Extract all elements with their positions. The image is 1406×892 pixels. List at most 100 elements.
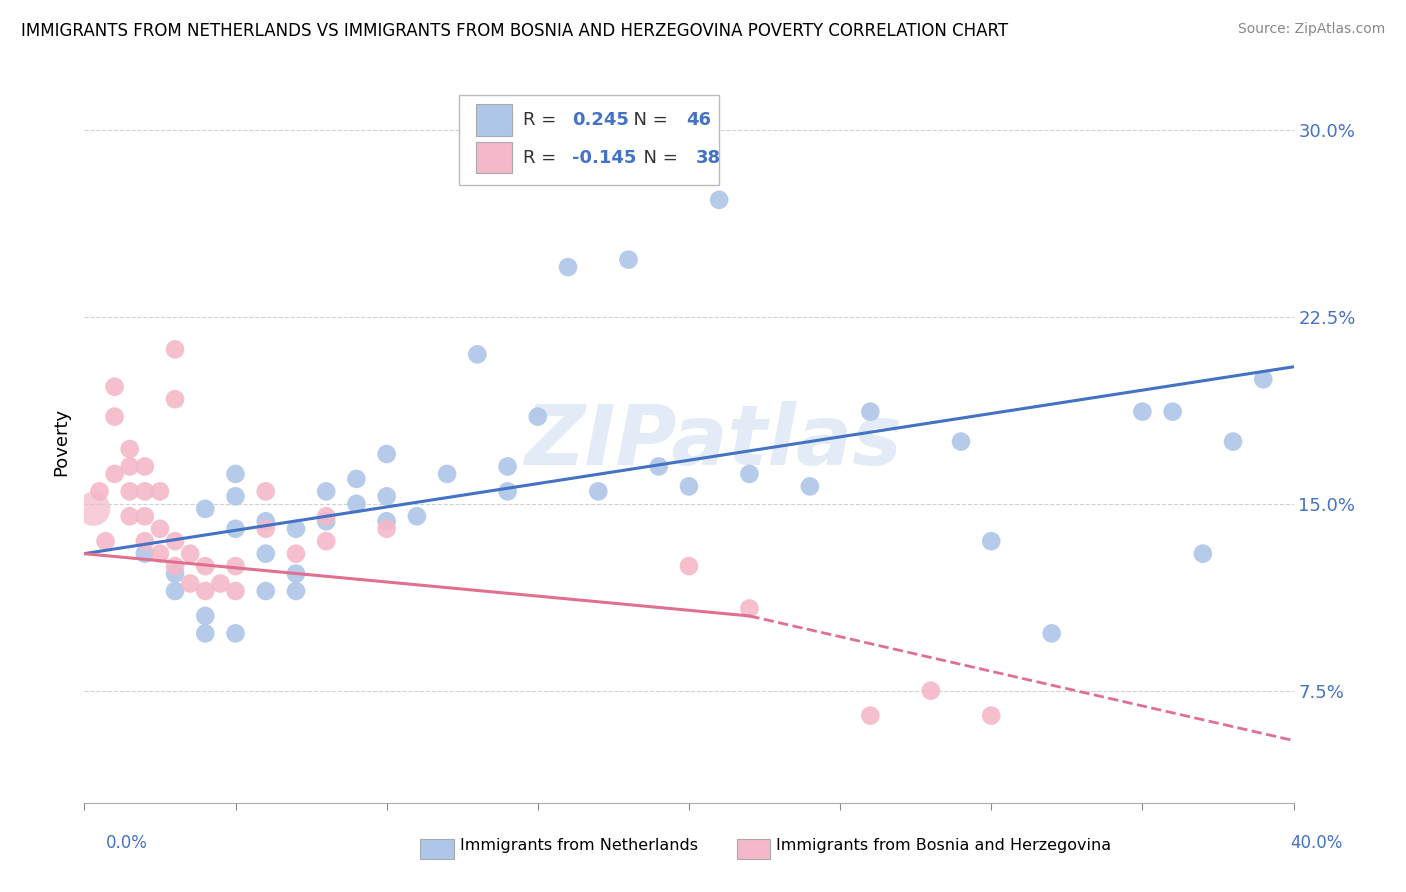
Point [678,479,700,493]
Point [104,467,127,481]
Text: 38: 38 [696,149,721,167]
Point [225,489,247,503]
Point [1130,404,1153,418]
Point [94,534,117,549]
Point [588,484,610,499]
Point [165,534,187,549]
Point [89,484,111,499]
Point [285,584,308,599]
Point [436,467,458,481]
Point [194,501,217,516]
Text: -0.145: -0.145 [572,149,636,167]
Point [709,193,731,207]
Point [179,547,201,561]
Point [165,559,187,574]
Point [194,626,217,640]
Point [194,559,217,574]
Point [859,404,882,418]
Point [165,343,187,357]
Point [980,534,1002,549]
Point [375,514,398,528]
Point [406,509,429,524]
Point [496,459,519,474]
Point [617,252,640,267]
Point [254,547,277,561]
Text: 46: 46 [686,111,711,129]
Point [254,484,277,499]
Point [225,522,247,536]
Point [315,509,337,524]
Text: Immigrants from Bosnia and Herzegovina: Immigrants from Bosnia and Herzegovina [776,838,1111,853]
Point [1253,372,1275,386]
FancyBboxPatch shape [460,95,720,185]
Point [149,547,172,561]
Point [950,434,973,449]
Point [149,484,172,499]
Point [1192,547,1215,561]
Point [194,609,217,624]
Point [738,467,761,481]
Point [346,472,368,486]
Point [179,576,201,591]
Point [346,497,368,511]
Text: Immigrants from Netherlands: Immigrants from Netherlands [460,838,697,853]
FancyBboxPatch shape [477,104,512,136]
Point [165,566,187,581]
Point [738,601,761,615]
Point [134,509,156,524]
Point [1161,404,1184,418]
Point [225,467,247,481]
Point [165,392,187,407]
Point [375,489,398,503]
Text: N =: N = [623,111,673,129]
Text: Source: ZipAtlas.com: Source: ZipAtlas.com [1237,22,1385,37]
Point [118,442,141,456]
Point [134,534,156,549]
Y-axis label: Poverty: Poverty [52,408,70,475]
Point [104,409,127,424]
Point [315,534,337,549]
Point [799,479,821,493]
Point [104,380,127,394]
Point [648,459,671,474]
Text: IMMIGRANTS FROM NETHERLANDS VS IMMIGRANTS FROM BOSNIA AND HERZEGOVINA POVERTY CO: IMMIGRANTS FROM NETHERLANDS VS IMMIGRANT… [21,22,1008,40]
Point [209,576,232,591]
Point [1040,626,1063,640]
Point [134,484,156,499]
Point [467,347,489,361]
Point [315,514,337,528]
Point [118,484,141,499]
Text: ZIPatlas: ZIPatlas [524,401,903,482]
Point [980,708,1002,723]
Point [285,522,308,536]
Point [285,547,308,561]
Point [225,584,247,599]
Point [254,584,277,599]
Point [1222,434,1244,449]
Point [285,566,308,581]
Point [254,522,277,536]
Text: R =: R = [523,149,562,167]
Point [920,683,942,698]
Text: 0.0%: 0.0% [105,834,148,852]
Point [194,584,217,599]
Point [118,509,141,524]
Point [375,522,398,536]
Point [165,584,187,599]
Text: 40.0%: 40.0% [1291,834,1343,852]
Point [149,522,172,536]
FancyBboxPatch shape [477,142,512,173]
Point [496,484,519,499]
Point [678,559,700,574]
Text: N =: N = [633,149,683,167]
Point [254,514,277,528]
Point [859,708,882,723]
Point [134,459,156,474]
Text: 0.245: 0.245 [572,111,628,129]
Point [527,409,550,424]
Point [82,501,104,516]
Point [315,484,337,499]
Point [225,559,247,574]
Point [134,547,156,561]
Point [118,459,141,474]
